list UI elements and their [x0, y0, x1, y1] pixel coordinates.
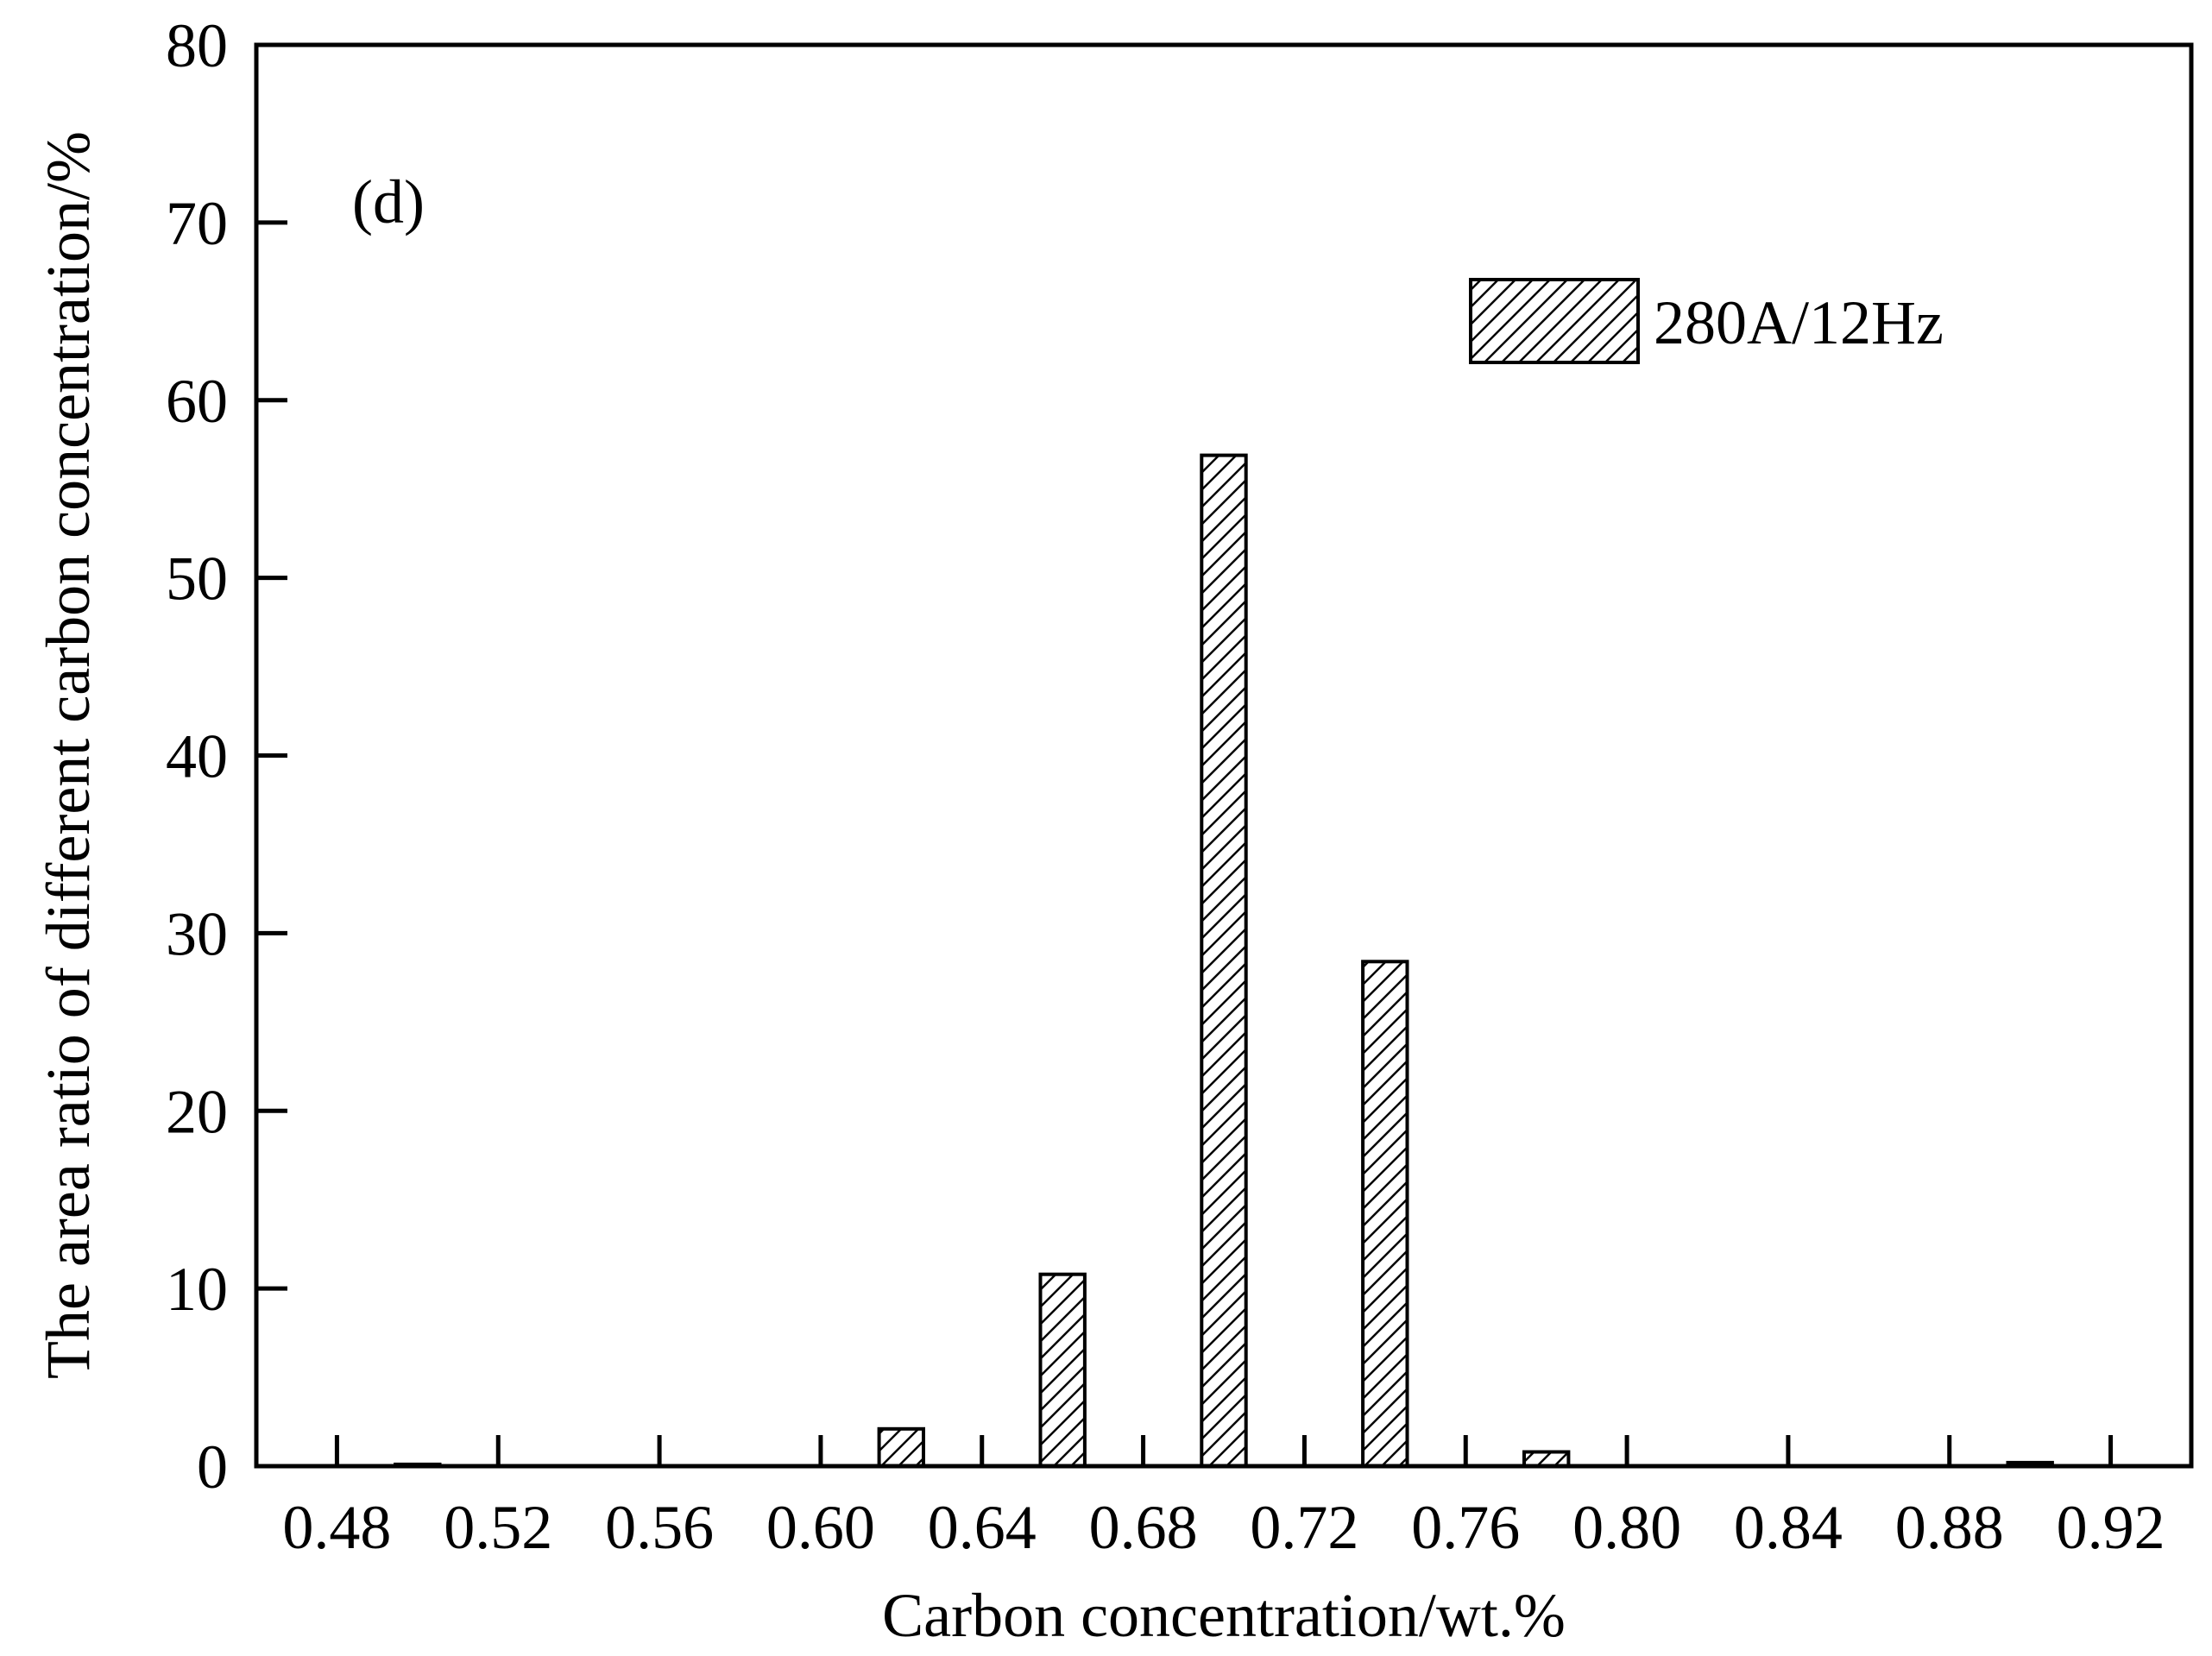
- x-tick-label: 0.52: [444, 1493, 552, 1562]
- legend-label: 280A/12Hz: [1654, 288, 1944, 357]
- bar-0.70: [1200, 453, 1248, 1468]
- y-axis-title: The area ratio of different carbon conce…: [34, 131, 103, 1379]
- x-tick-label: 0.56: [605, 1493, 714, 1562]
- y-tick-label: 0: [197, 1432, 228, 1502]
- y-tick-label: 30: [166, 899, 228, 968]
- y-tick-label: 50: [166, 545, 228, 614]
- legend-swatch: [1469, 278, 1640, 364]
- x-axis: 0.48 0.52 0.56 0.60 0.64 0.68 0.72 0.76 0.80 0.84…: [282, 1435, 2165, 1562]
- x-tick-label: 0.68: [1089, 1493, 1198, 1562]
- panel-annotation: (d): [352, 167, 425, 236]
- x-tick-label: 0.88: [1895, 1493, 2004, 1562]
- y-tick-label: 10: [166, 1255, 228, 1324]
- y-tick-label: 20: [166, 1077, 228, 1146]
- x-tick-label: 0.60: [766, 1493, 875, 1562]
- x-tick-label: 0.72: [1250, 1493, 1358, 1562]
- x-axis-title: Carbon concentration/wt.%: [882, 1581, 1566, 1650]
- x-tick-label: 0.76: [1411, 1493, 1520, 1562]
- bar-0.66: [1038, 1272, 1087, 1468]
- y-axis: 0 10 20 30 40 50 60 70 80: [166, 11, 287, 1502]
- y-tick-label: 40: [166, 722, 228, 791]
- x-tick-label: 0.64: [928, 1493, 1037, 1562]
- y-tick-label: 70: [166, 189, 228, 258]
- x-tick-label: 0.48: [282, 1493, 391, 1562]
- plot-area: [394, 453, 2054, 1469]
- legend: 280A/12Hz: [1469, 278, 1944, 364]
- y-tick-label: 80: [166, 11, 228, 80]
- x-tick-label: 0.80: [1572, 1493, 1681, 1562]
- x-tick-label: 0.84: [1734, 1493, 1843, 1562]
- y-tick-label: 60: [166, 367, 228, 436]
- bar-0.74: [1361, 960, 1409, 1469]
- x-tick-label: 0.92: [2057, 1493, 2165, 1562]
- bar-0.62: [877, 1426, 925, 1469]
